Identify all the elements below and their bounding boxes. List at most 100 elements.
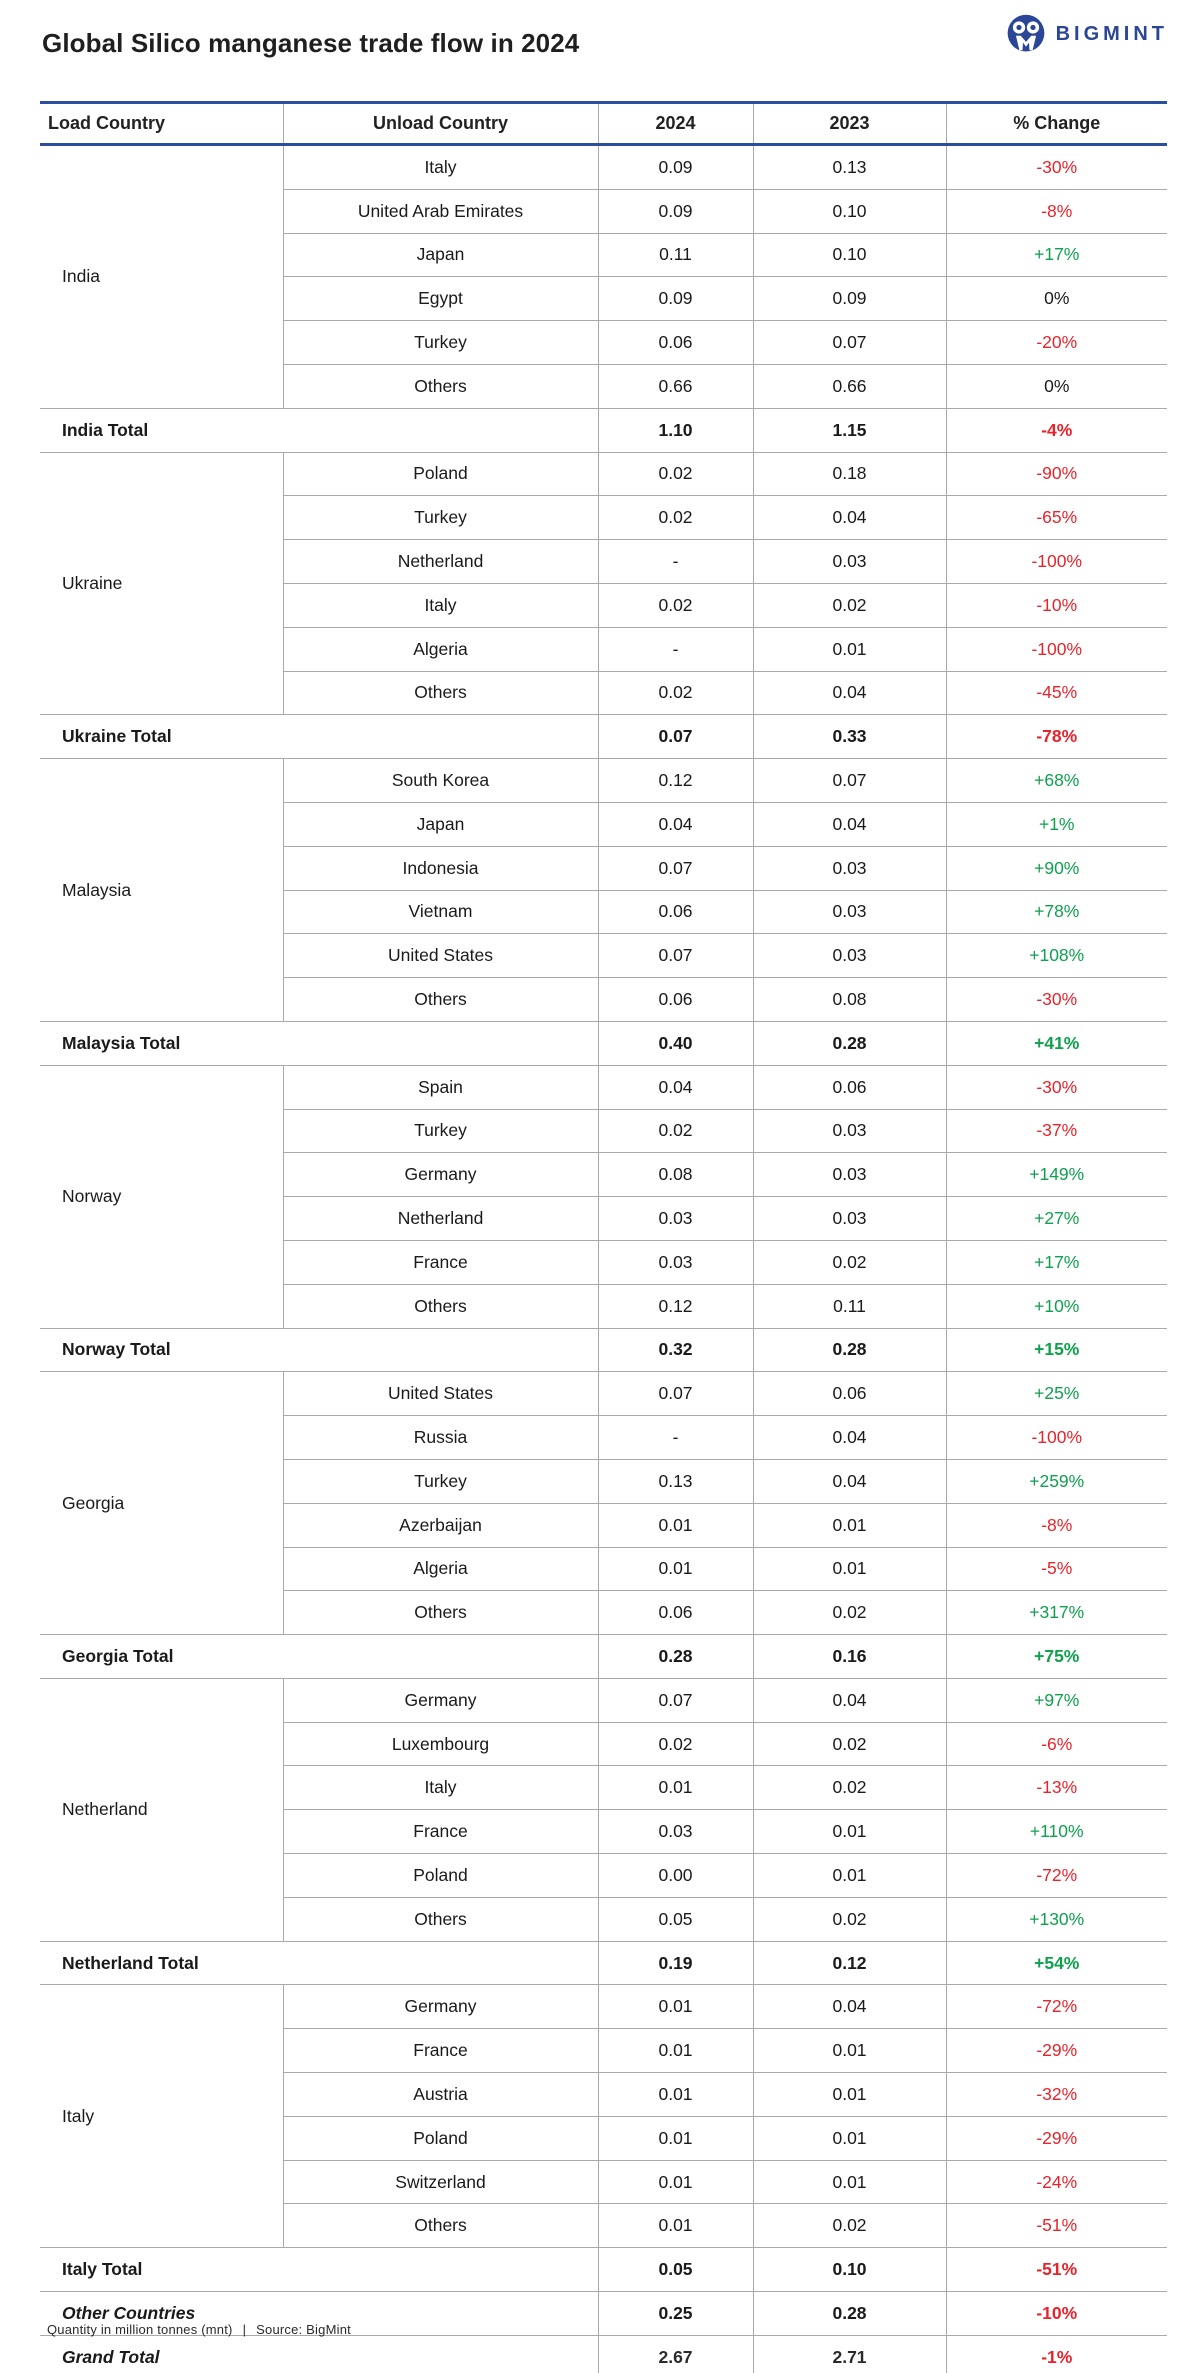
pct-change-cell: -78% bbox=[946, 714, 1167, 760]
value-2024-cell: 0.07 bbox=[598, 846, 754, 891]
pct-change-cell: +78% bbox=[946, 890, 1167, 935]
unload-country-cell: Turkey bbox=[283, 1459, 599, 1504]
total-label-cell: Malaysia Total bbox=[40, 1021, 599, 1066]
unload-country-cell: Vietnam bbox=[283, 890, 599, 935]
load-country-cell: Georgia bbox=[40, 1371, 284, 1636]
unload-country-cell: Azerbaijan bbox=[283, 1503, 599, 1548]
table-row: Netherland Germany 0.07 0.04 +97% bbox=[40, 1678, 1167, 1942]
pct-change-cell: +149% bbox=[946, 1152, 1167, 1198]
table-row: France 0.01 0.01 -29% bbox=[40, 2028, 1167, 2074]
value-2024-cell: 0.19 bbox=[598, 1941, 754, 1986]
pct-change-cell: +15% bbox=[946, 1328, 1167, 1373]
value-2023-cell: 0.02 bbox=[753, 2203, 947, 2249]
table-row: France 0.03 0.01 +110% bbox=[40, 1809, 1167, 1855]
pct-change-cell: -8% bbox=[946, 189, 1167, 234]
table-row: Austria 0.01 0.01 -32% bbox=[40, 2072, 1167, 2117]
unload-country-cell: Turkey bbox=[283, 1109, 599, 1154]
table-row: Algeria -0.01 -100% bbox=[40, 627, 1167, 672]
summary-label-cell: Grand Total bbox=[40, 2335, 599, 2373]
value-2024-cell: 0.03 bbox=[598, 1240, 754, 1285]
value-2023-cell: 0.01 bbox=[753, 2028, 947, 2074]
table-row: Italy Germany 0.01 0.04 -72% bbox=[40, 1984, 1167, 2249]
total-row: Malaysia Total 0.40 0.28 +41% bbox=[40, 1021, 1167, 1066]
value-2024-cell: 0.02 bbox=[598, 1722, 754, 1767]
value-2024-cell: 0.02 bbox=[598, 495, 754, 541]
pct-change-cell: 0% bbox=[946, 364, 1167, 409]
pct-change-cell: -10% bbox=[946, 583, 1167, 628]
value-2024-cell: 0.01 bbox=[598, 1765, 754, 1811]
value-2023-cell: 0.16 bbox=[753, 1634, 947, 1679]
page-title: Global Silico manganese trade flow in 20… bbox=[42, 28, 580, 58]
load-country-cell: Malaysia bbox=[40, 758, 284, 1022]
value-2024-cell: 0.02 bbox=[598, 452, 754, 497]
pct-change-cell: -100% bbox=[946, 627, 1167, 672]
total-label-cell: India Total bbox=[40, 408, 599, 453]
value-2023-cell: 0.01 bbox=[753, 1503, 947, 1548]
unload-country-cell: Netherland bbox=[283, 539, 599, 584]
value-2024-cell: 0.32 bbox=[598, 1328, 754, 1373]
unload-country-cell: Poland bbox=[283, 452, 599, 497]
column-header-unload-country: Unload Country bbox=[283, 101, 599, 146]
value-2023-cell: 0.02 bbox=[753, 1240, 947, 1285]
column-header-2023: 2023 bbox=[753, 101, 947, 146]
pct-change-cell: -100% bbox=[946, 1415, 1167, 1460]
table-row: Azerbaijan 0.01 0.01 -8% bbox=[40, 1503, 1167, 1548]
value-2024-cell: 0.06 bbox=[598, 977, 754, 1022]
value-2023-cell: 0.28 bbox=[753, 1328, 947, 1373]
header-row: Load Country Unload Country 2024 2023% Chan… bbox=[40, 101, 1167, 146]
footer-note: Quantity in million tonnes (mnt) | Source:… bbox=[47, 2322, 351, 2337]
value-2024-cell: 0.11 bbox=[598, 233, 754, 278]
unload-country-cell: Italy bbox=[283, 1765, 599, 1811]
pct-change-cell: +54% bbox=[946, 1941, 1167, 1986]
value-2023-cell: 0.06 bbox=[753, 1371, 947, 1417]
unload-country-cell: Spain bbox=[283, 1065, 599, 1110]
value-2024-cell: 0.02 bbox=[598, 583, 754, 628]
unload-country-cell: Poland bbox=[283, 1853, 599, 1898]
value-2023-cell: 0.66 bbox=[753, 364, 947, 409]
unload-country-cell: United Arab Emirates bbox=[283, 189, 599, 234]
value-2023-cell: 0.18 bbox=[753, 452, 947, 497]
table-row: United Arab Emirates 0.09 0.10 -8% bbox=[40, 189, 1167, 234]
value-2023-cell: 0.10 bbox=[753, 2247, 947, 2293]
total-label-cell: Georgia Total bbox=[40, 1634, 599, 1679]
table-row: United States 0.07 0.03 +108% bbox=[40, 933, 1167, 979]
value-2023-cell: 0.02 bbox=[753, 583, 947, 628]
table-row: Netherland 0.03 0.03 +27% bbox=[40, 1196, 1167, 1241]
table-row: Switzerland 0.01 0.01 -24% bbox=[40, 2160, 1167, 2205]
value-2023-cell: 0.28 bbox=[753, 2291, 947, 2336]
load-country-cell: Norway bbox=[40, 1065, 284, 1329]
pct-change-cell: -30% bbox=[946, 1065, 1167, 1110]
value-2024-cell: 0.02 bbox=[598, 671, 754, 716]
value-2024-cell: 0.01 bbox=[598, 2116, 754, 2161]
value-2024-cell: 0.05 bbox=[598, 1897, 754, 1942]
pct-change-cell: -30% bbox=[946, 977, 1167, 1022]
value-2024-cell: 2.67 bbox=[598, 2335, 754, 2373]
pct-change-cell: -29% bbox=[946, 2116, 1167, 2161]
pct-change-cell: +27% bbox=[946, 1196, 1167, 1241]
value-2023-cell: 0.01 bbox=[753, 1547, 947, 1592]
pct-change-cell: -72% bbox=[946, 1853, 1167, 1898]
load-country-cell: Italy bbox=[40, 1984, 284, 2249]
value-2023-cell: 0.11 bbox=[753, 1284, 947, 1329]
value-2023-cell: 0.03 bbox=[753, 933, 947, 979]
value-2023-cell: 0.04 bbox=[753, 1984, 947, 2030]
value-2024-cell: - bbox=[598, 627, 754, 672]
value-2024-cell: 0.09 bbox=[598, 276, 754, 322]
table-row: Russia -0.04 -100% bbox=[40, 1415, 1167, 1460]
value-2024-cell: 0.40 bbox=[598, 1021, 754, 1066]
value-2023-cell: 0.03 bbox=[753, 539, 947, 584]
value-2024-cell: - bbox=[598, 1415, 754, 1460]
value-2023-cell: 0.07 bbox=[753, 320, 947, 365]
footer-quantity-note: Quantity in million tonnes (mnt) bbox=[47, 2322, 233, 2337]
value-2023-cell: 0.33 bbox=[753, 714, 947, 760]
pct-change-cell: -6% bbox=[946, 1722, 1167, 1767]
pct-change-cell: -72% bbox=[946, 1984, 1167, 2030]
pct-change-cell: -37% bbox=[946, 1109, 1167, 1154]
value-2024-cell: 0.28 bbox=[598, 1634, 754, 1679]
unload-country-cell: Others bbox=[283, 1284, 599, 1329]
pct-change-cell: 0% bbox=[946, 276, 1167, 322]
table-row: Egypt 0.09 0.09 0% bbox=[40, 276, 1167, 322]
pct-change-cell: +130% bbox=[946, 1897, 1167, 1942]
total-label-cell: Norway Total bbox=[40, 1328, 599, 1373]
value-2024-cell: 0.07 bbox=[598, 714, 754, 760]
